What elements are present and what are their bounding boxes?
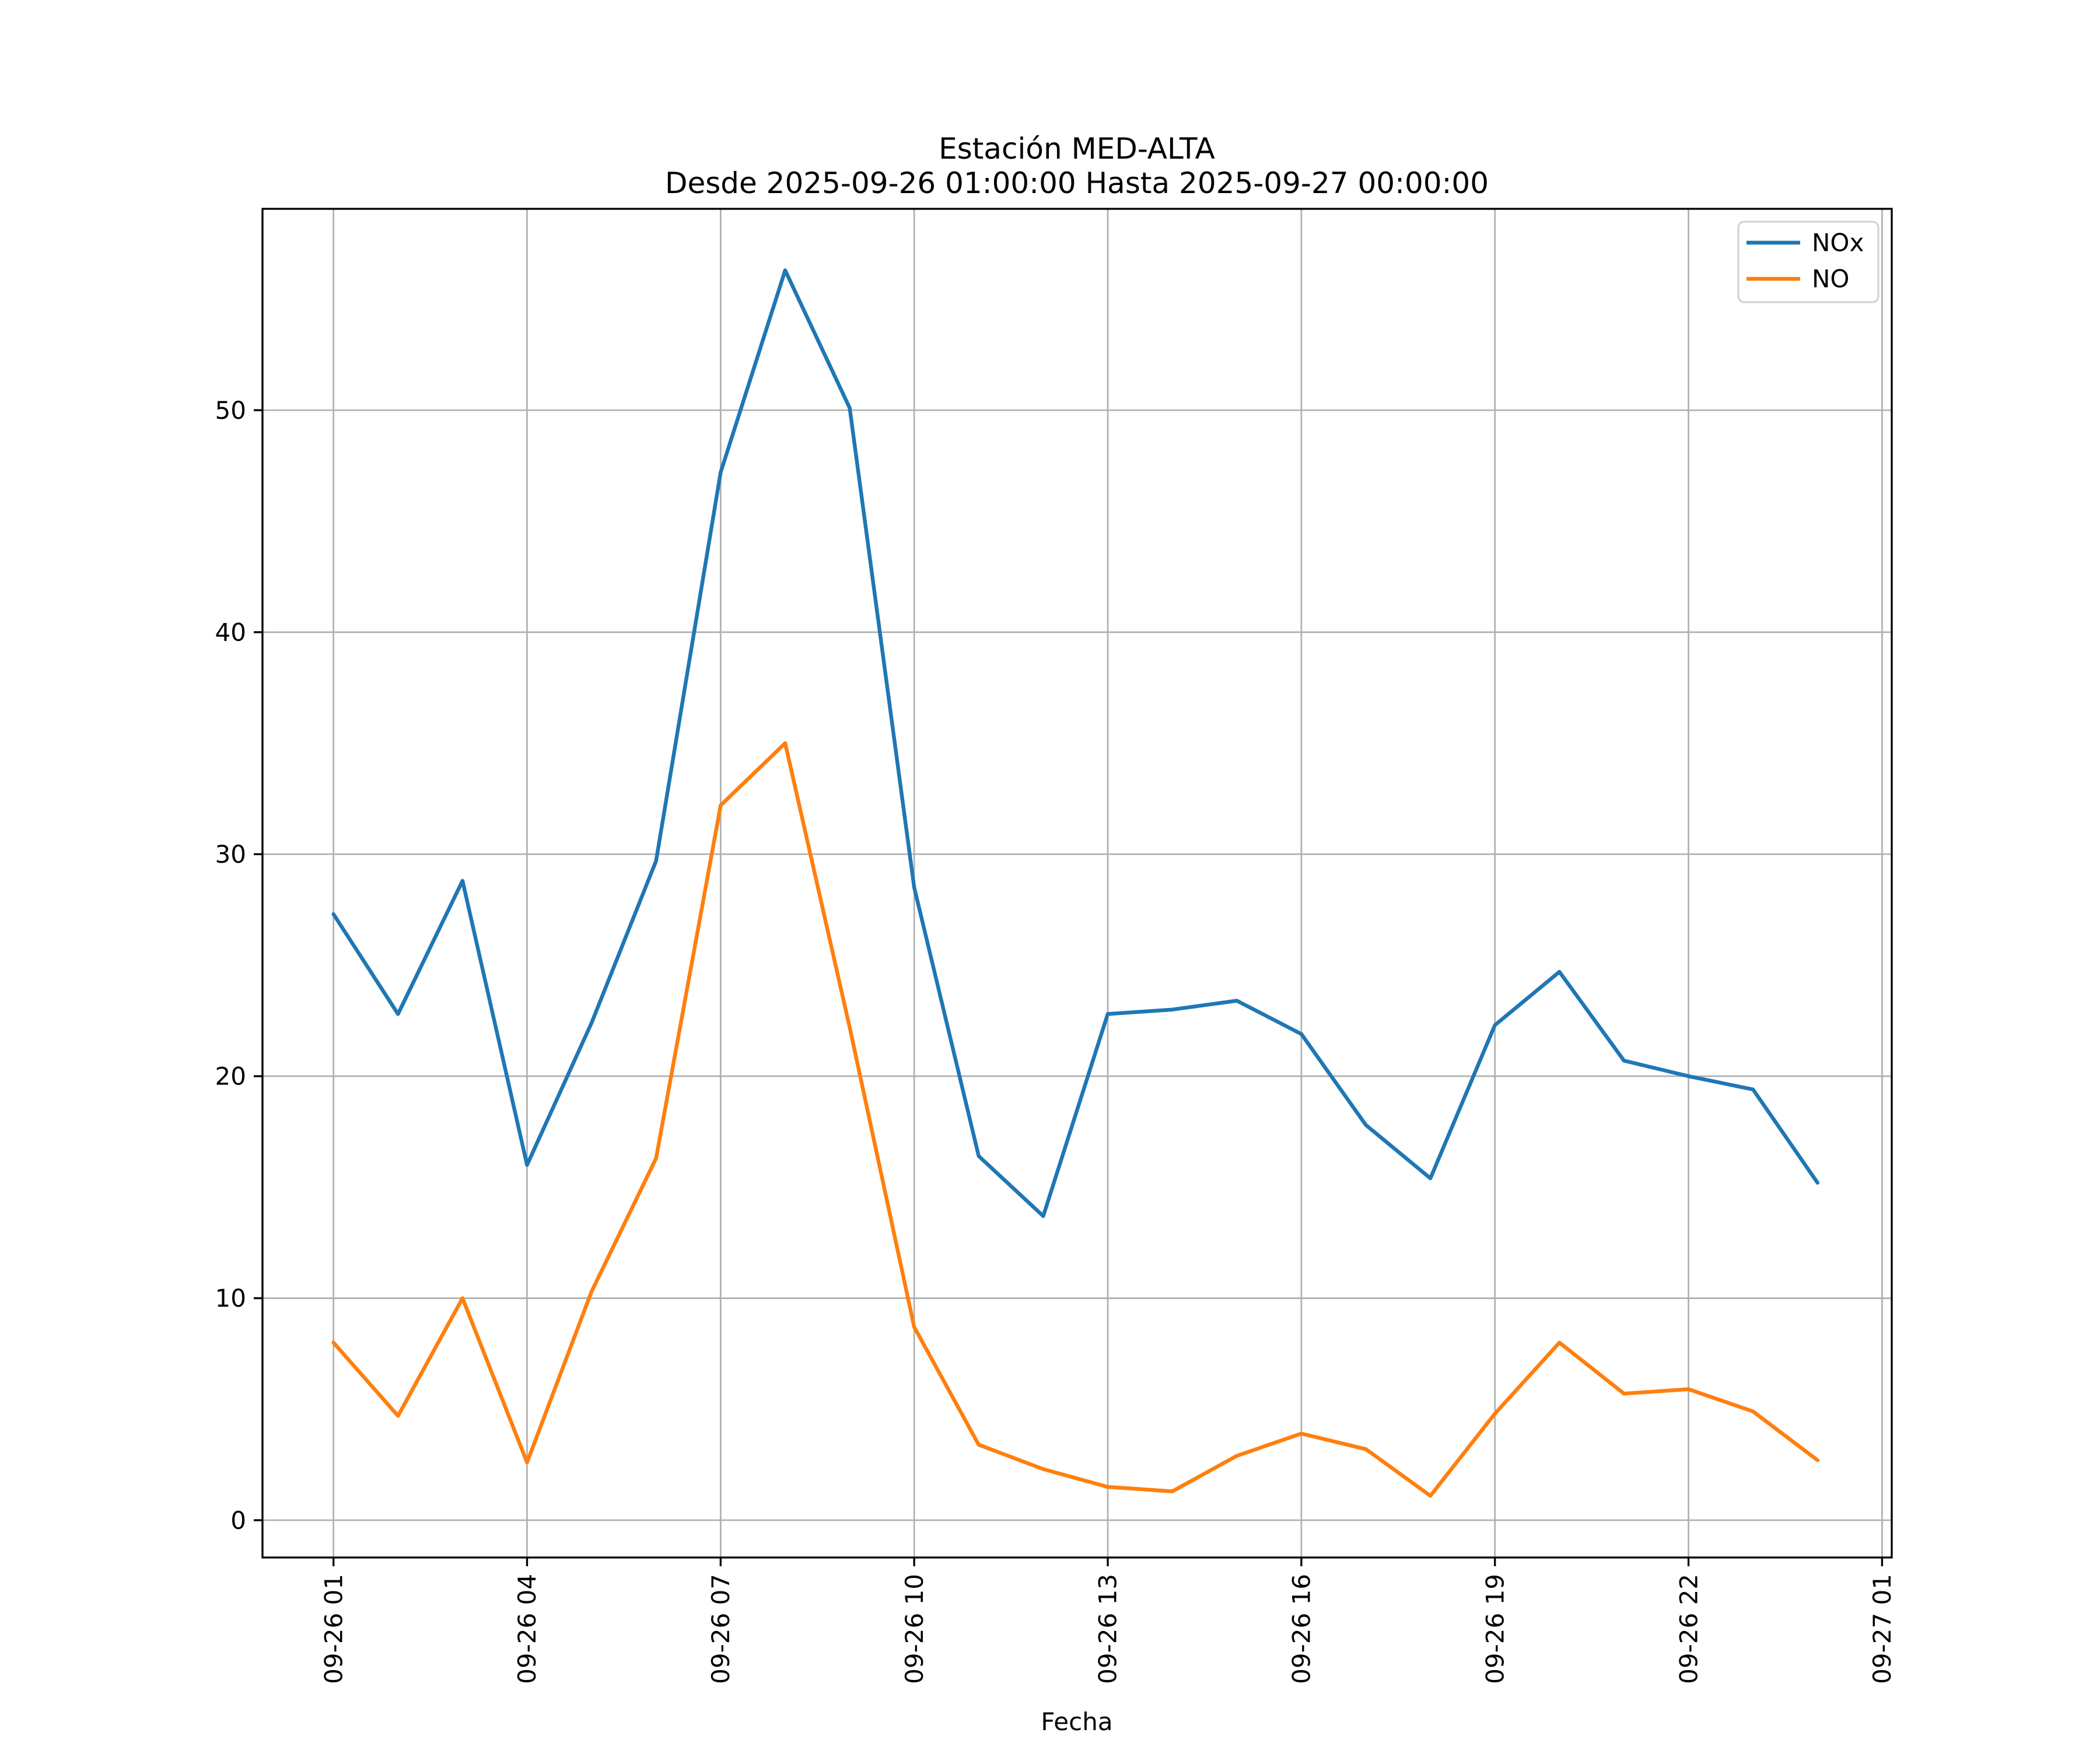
plot-border xyxy=(261,208,1893,1559)
y-tick-labels: 0 10 20 30 40 50 xyxy=(215,396,246,1535)
legend-label-nox: NOx xyxy=(1812,229,1864,257)
x-tick-labels: 09-26 01 09-26 04 09-26 07 09-26 10 09-26 13… xyxy=(319,1574,1896,1684)
x-tick-label: 09-26 19 xyxy=(1480,1574,1509,1684)
x-tick-label: 09-26 16 xyxy=(1287,1574,1316,1684)
x-tick-label: 09-26 01 xyxy=(319,1574,348,1684)
series-line-nox xyxy=(331,268,1820,1218)
y-tick-label: 20 xyxy=(215,1062,246,1091)
x-tick-label: 09-26 04 xyxy=(513,1574,541,1684)
y-tick-label: 0 xyxy=(230,1506,246,1535)
chart-title: Estación MED-ALTA xyxy=(939,132,1215,166)
x-tick-label: 09-26 07 xyxy=(706,1574,735,1684)
y-tick-label: 10 xyxy=(215,1284,246,1312)
data-lines xyxy=(331,268,1820,1498)
y-tick-label: 30 xyxy=(215,840,246,869)
grid-lines xyxy=(262,209,1892,1558)
x-axis-label: Fecha xyxy=(1041,1707,1112,1736)
y-tick-label: 50 xyxy=(215,396,246,425)
legend: NOx NO xyxy=(1737,220,1880,303)
chart-subtitle: Desde 2025-09-26 01:00:00 Hasta 2025-09-… xyxy=(665,166,1489,200)
axis-ticks xyxy=(254,409,1884,1566)
series-line-no xyxy=(331,741,1820,1498)
y-tick-label: 40 xyxy=(215,618,246,646)
legend-label-no: NO xyxy=(1812,265,1849,293)
x-tick-label: 09-27 01 xyxy=(1868,1574,1896,1684)
x-tick-label: 09-26 13 xyxy=(1094,1574,1122,1684)
plot-background xyxy=(262,209,1892,1558)
x-tick-label: 09-26 10 xyxy=(900,1574,929,1684)
x-tick-label: 09-26 22 xyxy=(1674,1574,1703,1684)
